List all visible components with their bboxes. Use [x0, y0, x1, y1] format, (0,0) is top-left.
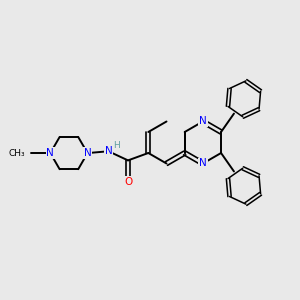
Text: O: O: [124, 177, 132, 187]
Text: N: N: [84, 148, 92, 158]
Text: N: N: [105, 146, 112, 156]
Text: H: H: [113, 141, 120, 150]
Text: N: N: [199, 158, 207, 169]
Text: N: N: [199, 116, 207, 127]
Text: N: N: [46, 148, 54, 158]
Text: CH₃: CH₃: [9, 148, 26, 158]
